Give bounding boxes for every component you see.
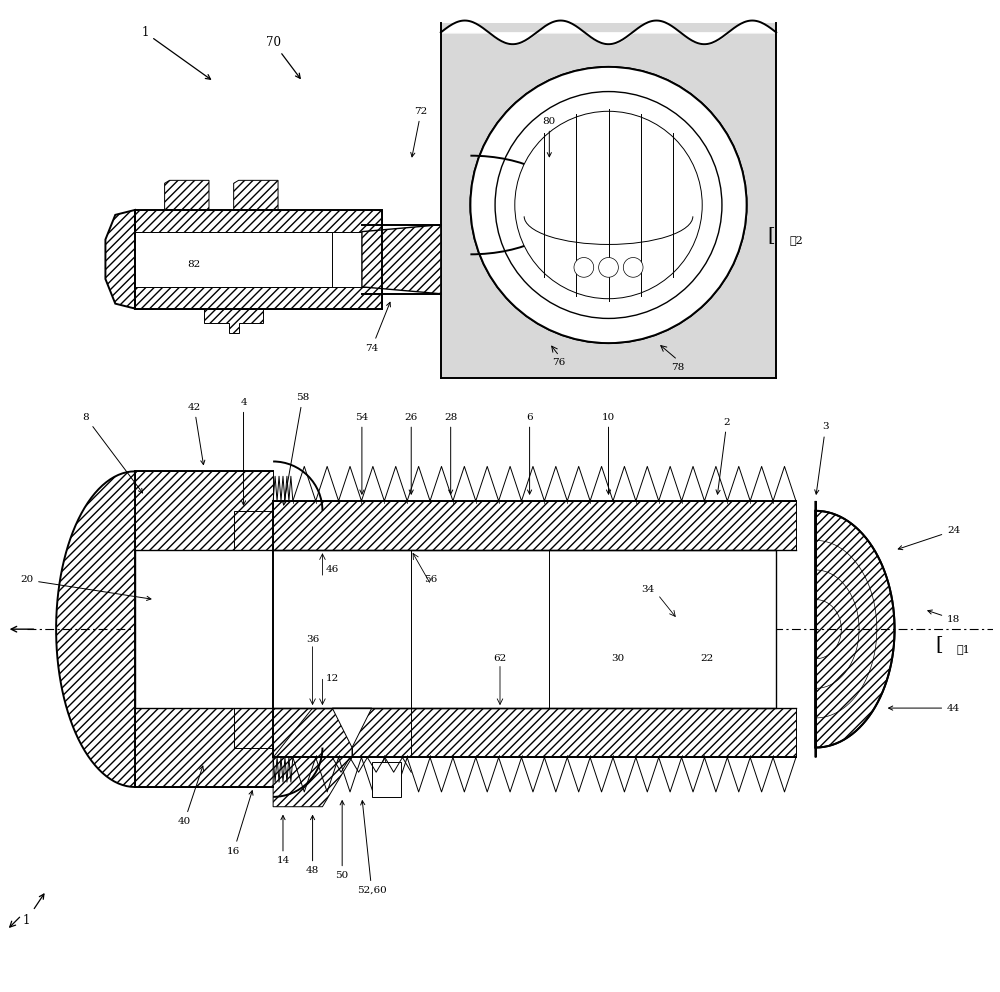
Text: 80: 80 — [543, 117, 556, 157]
Bar — [273, 708, 796, 758]
Text: 28: 28 — [444, 413, 457, 494]
Text: 62: 62 — [493, 655, 507, 664]
Polygon shape — [234, 181, 278, 210]
Polygon shape — [56, 471, 135, 787]
Text: 2: 2 — [716, 418, 730, 494]
Circle shape — [470, 66, 747, 343]
Polygon shape — [165, 181, 209, 210]
Polygon shape — [352, 708, 411, 758]
Bar — [273, 501, 796, 551]
Text: 74: 74 — [365, 303, 390, 352]
Text: 1: 1 — [141, 26, 211, 79]
Text: 8: 8 — [82, 413, 143, 493]
Text: 14: 14 — [276, 815, 290, 865]
Text: 18: 18 — [928, 610, 960, 624]
Text: 42: 42 — [188, 403, 205, 464]
Text: 56: 56 — [424, 575, 438, 584]
Text: 24: 24 — [898, 526, 960, 550]
Polygon shape — [816, 501, 895, 758]
Bar — [135, 210, 382, 309]
Text: 40: 40 — [178, 766, 204, 826]
Polygon shape — [105, 210, 135, 309]
Text: 12: 12 — [326, 674, 339, 683]
Bar — [234, 708, 273, 748]
Text: 4: 4 — [240, 398, 247, 505]
Text: 72: 72 — [411, 107, 428, 157]
Bar — [441, 23, 776, 378]
Bar — [135, 471, 273, 787]
Text: 82: 82 — [188, 260, 201, 269]
Text: 16: 16 — [227, 791, 253, 856]
Text: 10: 10 — [602, 413, 615, 494]
Text: 54: 54 — [355, 413, 369, 494]
Polygon shape — [204, 309, 263, 333]
Bar — [372, 762, 401, 797]
Circle shape — [470, 66, 747, 343]
Bar — [135, 551, 776, 708]
Polygon shape — [332, 708, 372, 748]
Text: 26: 26 — [405, 413, 418, 494]
Bar — [135, 210, 382, 232]
Text: 图2: 图2 — [789, 234, 803, 244]
Text: 70: 70 — [266, 36, 300, 78]
Text: 50: 50 — [336, 801, 349, 880]
Circle shape — [574, 258, 594, 277]
Text: 78: 78 — [671, 363, 684, 372]
Polygon shape — [273, 708, 352, 806]
Circle shape — [599, 258, 618, 277]
Text: 44: 44 — [889, 703, 960, 712]
Text: 30: 30 — [612, 655, 625, 664]
Text: 22: 22 — [701, 655, 714, 664]
Text: [: [ — [767, 225, 775, 244]
Text: 52,60: 52,60 — [357, 801, 387, 895]
Circle shape — [515, 111, 702, 299]
Text: 58: 58 — [282, 393, 309, 505]
Bar — [135, 232, 332, 287]
Text: [: [ — [935, 635, 943, 653]
Text: 图1: 图1 — [957, 644, 971, 654]
Text: 20: 20 — [20, 575, 151, 600]
Bar — [234, 511, 273, 551]
Text: 48: 48 — [306, 815, 319, 875]
Circle shape — [623, 258, 643, 277]
Bar — [135, 287, 382, 309]
Text: 76: 76 — [553, 358, 566, 367]
Text: 3: 3 — [815, 423, 829, 494]
Text: 46: 46 — [326, 565, 339, 574]
Polygon shape — [362, 225, 441, 294]
Text: 1: 1 — [23, 894, 44, 927]
Circle shape — [495, 91, 722, 318]
Text: 34: 34 — [641, 585, 655, 594]
Text: 6: 6 — [526, 413, 533, 494]
Text: 36: 36 — [306, 635, 319, 644]
